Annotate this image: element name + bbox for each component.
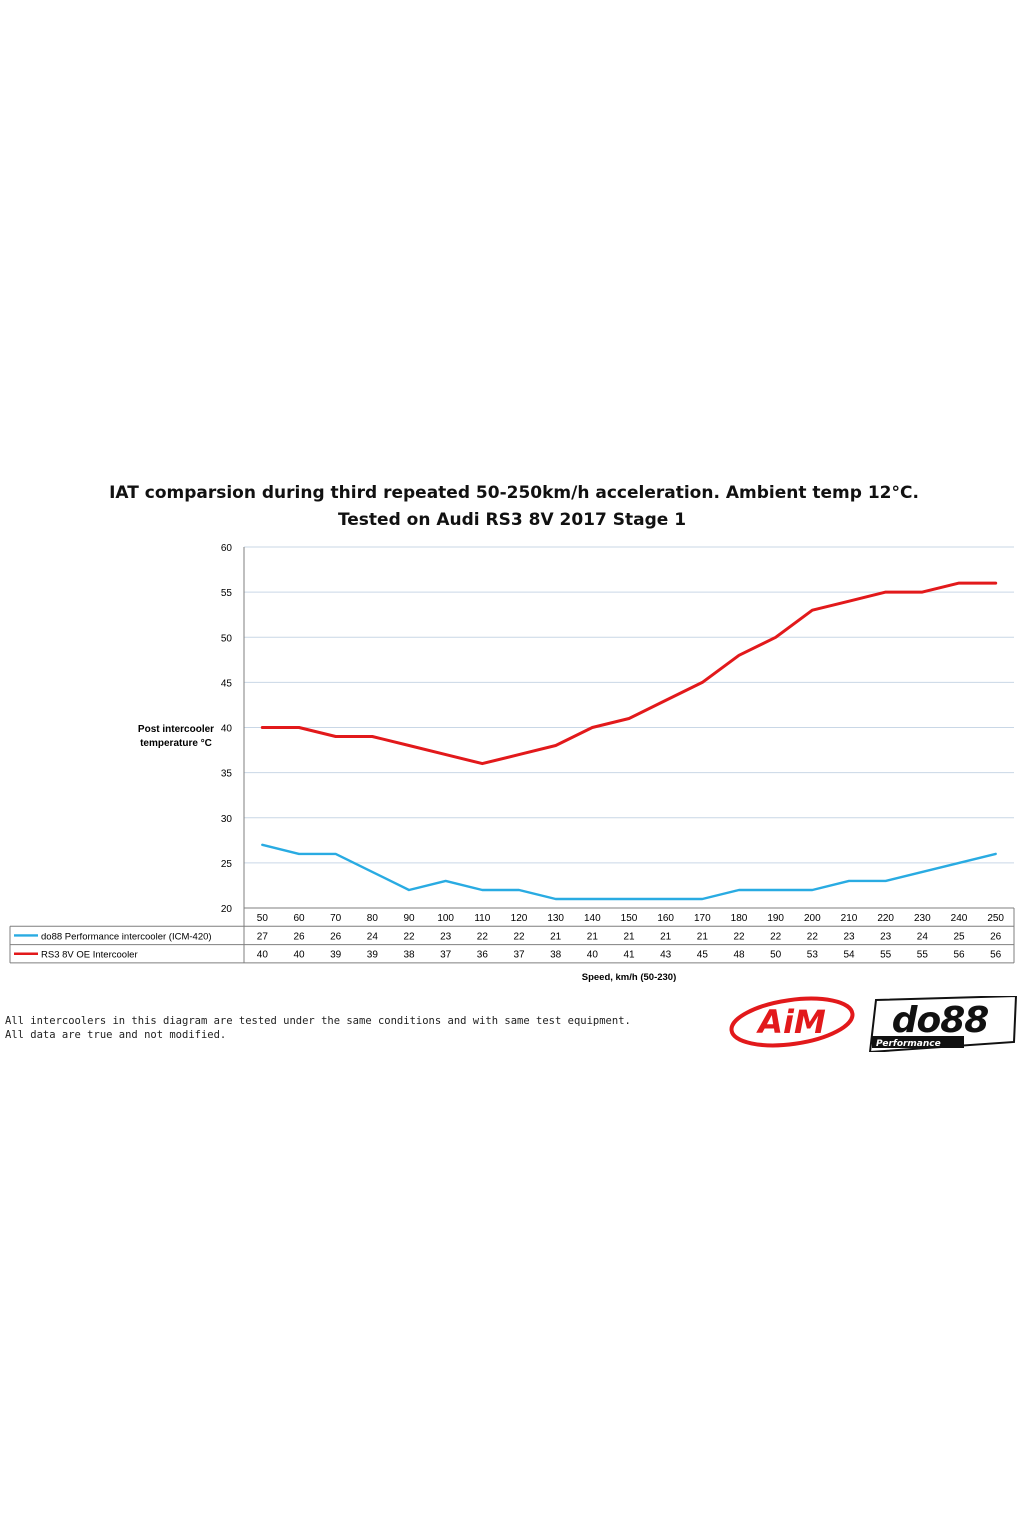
footnote-line-1: All intercoolers in this diagram are tes… [5, 1015, 631, 1027]
y-tick-label-20: 20 [221, 904, 233, 915]
x-tick-label-170: 170 [694, 913, 711, 924]
y-tick-label-40: 40 [221, 724, 233, 735]
data-label-s2-50: 40 [257, 950, 269, 961]
x-tick-label-70: 70 [330, 913, 342, 924]
data-label-s1-90: 22 [403, 931, 415, 942]
data-label-s2-150: 41 [623, 950, 635, 961]
data-label-s2-160: 43 [660, 950, 672, 961]
y-tick-label-35: 35 [221, 769, 233, 780]
x-tick-label-190: 190 [767, 913, 784, 924]
data-label-s2-110: 36 [477, 950, 489, 961]
data-label-s1-230: 24 [917, 931, 929, 942]
y-tick-label-55: 55 [221, 588, 233, 599]
x-tick-label-160: 160 [657, 913, 674, 924]
x-tick-label-240: 240 [951, 913, 968, 924]
data-label-s2-70: 39 [330, 950, 342, 961]
line-chart: 20 25 30 35 40 45 50 55 60 Post intercooler temp… [9, 543, 1015, 983]
aim-logo-text: AiM [755, 1003, 826, 1041]
x-tick-label-100: 100 [437, 913, 454, 924]
data-label-s1-250: 26 [990, 931, 1002, 942]
x-axis-label: Speed, km/h (50-230) [582, 972, 677, 983]
chart-title: IAT comparsion during third repeated 50-… [109, 483, 919, 503]
y-tick-label-50: 50 [221, 633, 233, 644]
y-tick-labels: 20 25 30 35 40 45 50 55 60 [221, 543, 233, 915]
do88-logo-text: do88 [892, 1000, 989, 1041]
data-label-s2-60: 40 [293, 950, 305, 961]
data-label-s2-80: 39 [367, 950, 379, 961]
x-tick-label-110: 110 [474, 913, 490, 924]
data-label-s2-220: 55 [880, 950, 892, 961]
data-label-s2-180: 48 [733, 950, 745, 961]
y-axis-label-line2: temperature °C [140, 738, 212, 749]
x-tick-label-60: 60 [293, 913, 305, 924]
data-label-s1-170: 21 [697, 931, 709, 942]
x-tick-label-50: 50 [257, 913, 269, 924]
data-label-s2-100: 37 [440, 950, 452, 961]
data-label-s2-90: 38 [403, 950, 415, 961]
data-label-s2-140: 40 [587, 950, 599, 961]
y-tick-label-45: 45 [221, 678, 233, 689]
x-tick-label-140: 140 [584, 913, 601, 924]
x-tick-label-80: 80 [367, 913, 379, 924]
data-label-s1-190: 22 [770, 931, 782, 942]
series-line-2 [260, 581, 998, 766]
data-label-s1-120: 22 [513, 931, 525, 942]
data-label-s1-60: 26 [293, 931, 305, 942]
x-tick-label-120: 120 [511, 913, 528, 924]
legend-label-2: RS3 8V OE Intercooler [41, 950, 138, 961]
data-label-s2-210: 54 [843, 950, 855, 961]
data-label-s2-130: 38 [550, 950, 562, 961]
data-label-s1-150: 21 [623, 931, 635, 942]
data-label-s2-170: 45 [697, 950, 709, 961]
data-label-s1-110: 22 [477, 931, 489, 942]
series-line-1 [261, 843, 997, 901]
data-label-s2-200: 53 [807, 950, 819, 961]
x-tick-label-220: 220 [877, 913, 894, 924]
do88-logo: do88 Performance [868, 996, 1018, 1052]
series-lines [260, 581, 998, 901]
data-label-s1-180: 22 [733, 931, 745, 942]
data-label-s2-190: 50 [770, 950, 782, 961]
x-tick-label-230: 230 [914, 913, 931, 924]
x-tick-label-180: 180 [731, 913, 748, 924]
data-label-s2-250: 56 [990, 950, 1002, 961]
x-tick-label-90: 90 [403, 913, 415, 924]
y-tick-label-60: 60 [221, 543, 233, 554]
data-label-s1-140: 21 [587, 931, 599, 942]
y-tick-label-25: 25 [221, 859, 233, 870]
data-label-s1-240: 25 [953, 931, 965, 942]
y-axis-label-line1: Post intercooler [138, 724, 214, 735]
data-table: 50 60 70 80 90 100 110 120 130 140 150 160 170 180 190… [9, 547, 1015, 964]
data-label-s1-210: 23 [843, 931, 855, 942]
data-label-s1-220: 23 [880, 931, 892, 942]
chart-subtitle: Tested on Audi RS3 8V 2017 Stage 1 [337, 510, 687, 530]
legend-label-1: do88 Performance intercooler (ICM-420) [41, 931, 212, 942]
aim-logo: AiM [729, 996, 855, 1048]
data-label-s1-200: 22 [807, 931, 819, 942]
footnote: All intercoolers in this diagram are tes… [5, 1014, 631, 1042]
data-label-s1-160: 21 [660, 931, 672, 942]
data-label-s2-240: 56 [953, 950, 965, 961]
data-label-s1-100: 23 [440, 931, 452, 942]
footnote-line-2: All data are true and not modified. [5, 1029, 227, 1041]
data-label-s1-130: 21 [550, 931, 562, 942]
x-tick-label-200: 200 [804, 913, 821, 924]
x-tick-label-130: 130 [547, 913, 564, 924]
data-label-s1-50: 27 [257, 931, 269, 942]
data-label-s2-120: 37 [513, 950, 525, 961]
x-tick-label-210: 210 [841, 913, 858, 924]
data-label-s2-230: 55 [917, 950, 929, 961]
data-label-s1-70: 26 [330, 931, 342, 942]
x-tick-label-250: 250 [987, 913, 1004, 924]
grid-lines [244, 546, 1014, 864]
x-tick-label-150: 150 [621, 913, 638, 924]
do88-logo-subtext: Performance [876, 1039, 941, 1049]
y-tick-label-30: 30 [221, 814, 233, 825]
data-label-s1-80: 24 [367, 931, 379, 942]
